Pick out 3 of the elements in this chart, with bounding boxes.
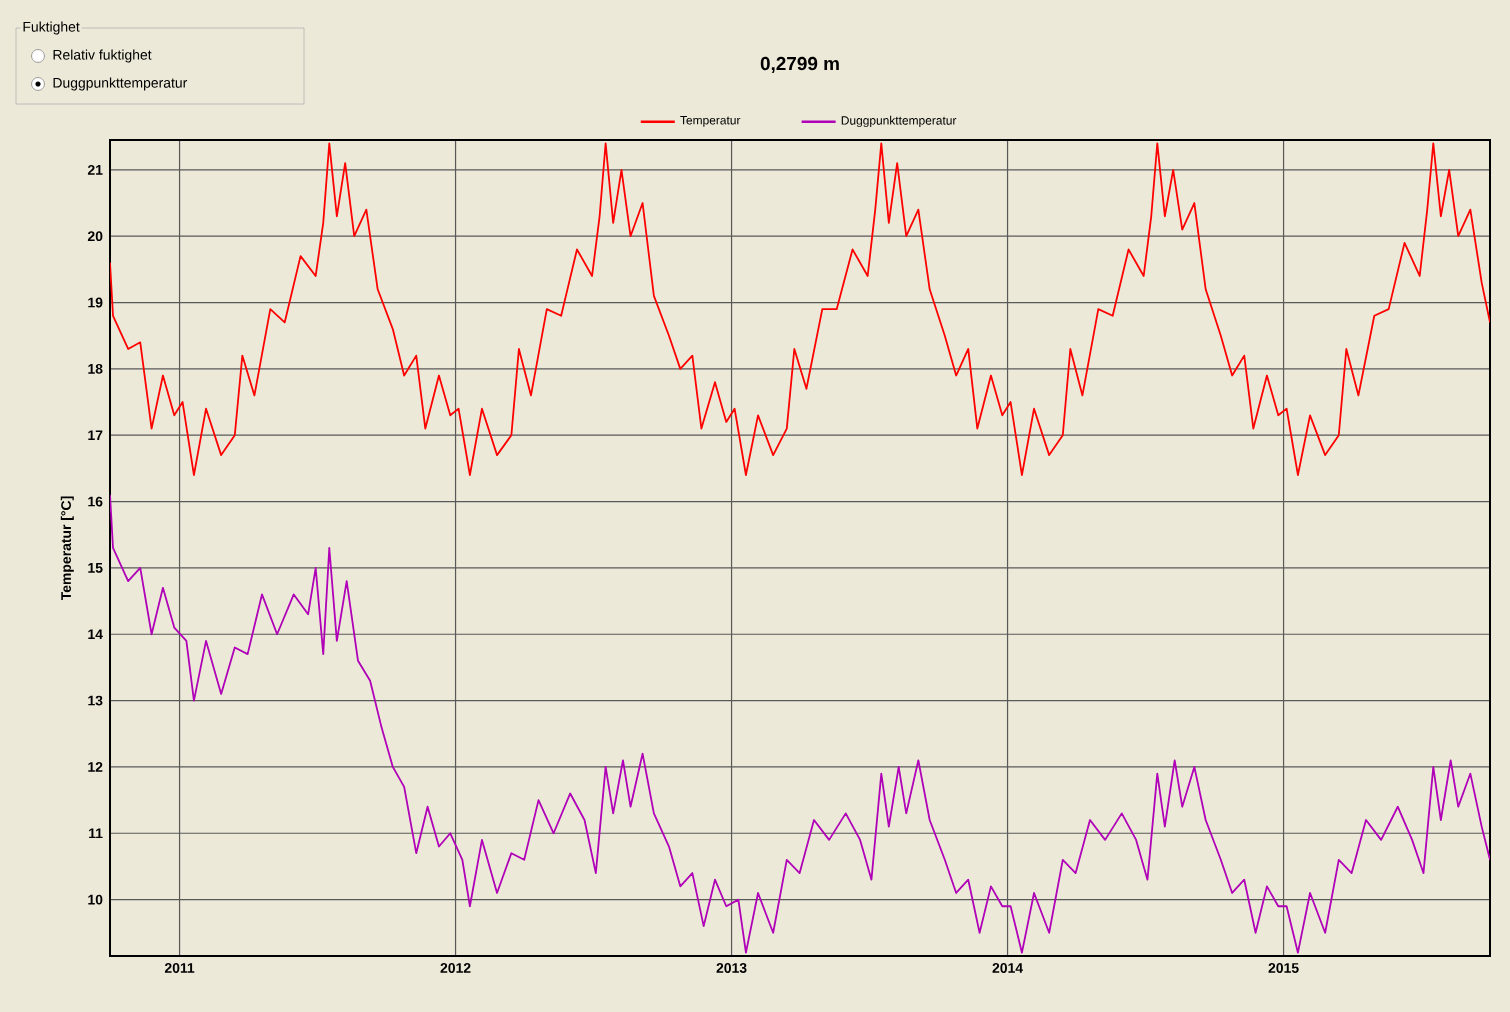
chart-title: 0,2799 m (760, 56, 839, 73)
line-series (110, 142, 1490, 476)
line-series (110, 494, 1490, 954)
